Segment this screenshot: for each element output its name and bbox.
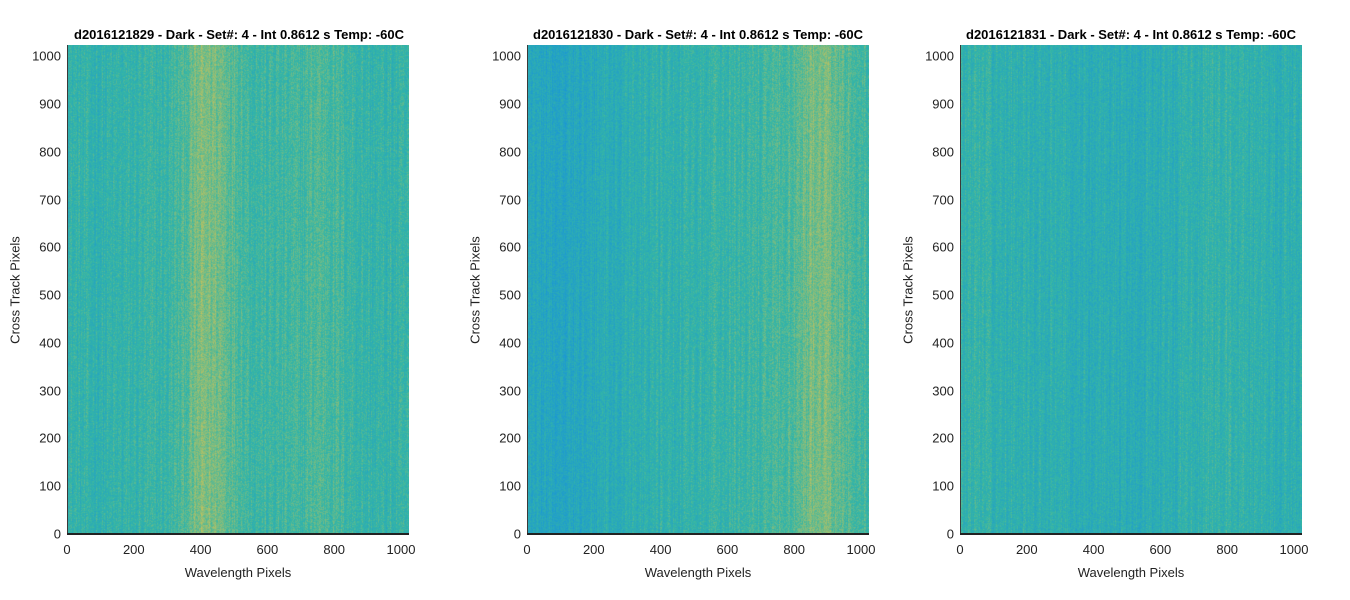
heatmap-canvas [527, 45, 869, 535]
x-tick-label: 0 [956, 542, 964, 557]
x-tick-label: 200 [1015, 542, 1038, 557]
x-tick-label: 0 [523, 542, 531, 557]
x-tick-label: 800 [1216, 542, 1239, 557]
y-tick-label: 1000 [925, 48, 954, 64]
y-tick-label: 200 [932, 430, 954, 446]
y-tick-label: 700 [932, 192, 954, 208]
y-tick-label: 500 [39, 287, 61, 303]
chart-title: d2016121830 - Dark - Set#: 4 - Int 0.861… [533, 27, 863, 42]
y-tick-label: 1000 [492, 48, 521, 64]
y-tick-label: 1000 [32, 48, 61, 64]
y-tick-label: 800 [499, 144, 521, 160]
y-axis-line [960, 45, 961, 535]
x-tick-label: 600 [1149, 542, 1172, 557]
x-axis-line [527, 533, 869, 535]
x-tick-label: 400 [1082, 542, 1105, 557]
y-tick-label: 300 [932, 383, 954, 399]
heatmap-image [960, 45, 1302, 535]
y-tick-label: 0 [946, 526, 954, 542]
chart-title: d2016121831 - Dark - Set#: 4 - Int 0.861… [966, 27, 1296, 42]
x-tick-label: 1000 [846, 542, 876, 557]
y-tick-label: 100 [39, 478, 61, 494]
y-tick-label: 600 [499, 239, 521, 255]
y-tick-label: 400 [39, 335, 61, 351]
y-axis-line [67, 45, 68, 535]
y-tick-label: 800 [39, 144, 61, 160]
y-tick-label: 100 [932, 478, 954, 494]
x-axis-label: Wavelength Pixels [644, 565, 752, 580]
x-tick-label: 600 [256, 542, 279, 557]
x-tick-label: 1000 [386, 542, 416, 557]
x-tick-label: 1000 [1279, 542, 1309, 557]
y-tick-label: 500 [932, 287, 954, 303]
plot-area [960, 45, 1302, 535]
y-tick-label: 600 [39, 239, 61, 255]
y-tick-label: 900 [499, 96, 521, 112]
y-tick-label: 200 [39, 430, 61, 446]
y-tick-label: 500 [499, 287, 521, 303]
x-tick-label: 200 [122, 542, 145, 557]
y-tick-label: 300 [499, 383, 521, 399]
x-tick-label: 800 [783, 542, 806, 557]
y-tick-label: 200 [499, 430, 521, 446]
y-tick-label: 800 [932, 144, 954, 160]
x-axis-label: Wavelength Pixels [1077, 565, 1185, 580]
plot-area [527, 45, 869, 535]
x-tick-label: 800 [323, 542, 346, 557]
y-tick-label: 100 [499, 478, 521, 494]
heatmap-canvas [960, 45, 1302, 535]
y-tick-label: 600 [932, 239, 954, 255]
heatmap-image [67, 45, 409, 535]
x-tick-label: 600 [716, 542, 739, 557]
y-tick-label: 900 [39, 96, 61, 112]
y-axis-line [527, 45, 528, 535]
x-tick-label: 400 [189, 542, 212, 557]
chart-panel-2: d2016121830 - Dark - Set#: 4 - Int 0.861… [468, 27, 876, 580]
x-tick-label: 0 [63, 542, 71, 557]
y-tick-label: 900 [932, 96, 954, 112]
x-tick-label: 200 [582, 542, 605, 557]
y-tick-label: 0 [53, 526, 61, 542]
x-tick-label: 400 [649, 542, 672, 557]
heatmap-image [527, 45, 869, 535]
y-axis-label: Cross Track Pixels [900, 236, 916, 344]
x-axis-line [960, 533, 1302, 535]
y-tick-label: 400 [499, 335, 521, 351]
y-tick-label: 0 [513, 526, 521, 542]
y-tick-label: 400 [932, 335, 954, 351]
y-tick-label: 700 [499, 192, 521, 208]
plot-area [67, 45, 409, 535]
x-axis-label: Wavelength Pixels [184, 565, 292, 580]
chart-title: d2016121829 - Dark - Set#: 4 - Int 0.861… [74, 27, 404, 42]
y-tick-label: 300 [39, 383, 61, 399]
chart-panel-1: d2016121829 - Dark - Set#: 4 - Int 0.861… [0, 0, 450, 600]
y-tick-label: 700 [39, 192, 61, 208]
heatmap-canvas [67, 45, 409, 535]
x-axis-line [67, 533, 409, 535]
